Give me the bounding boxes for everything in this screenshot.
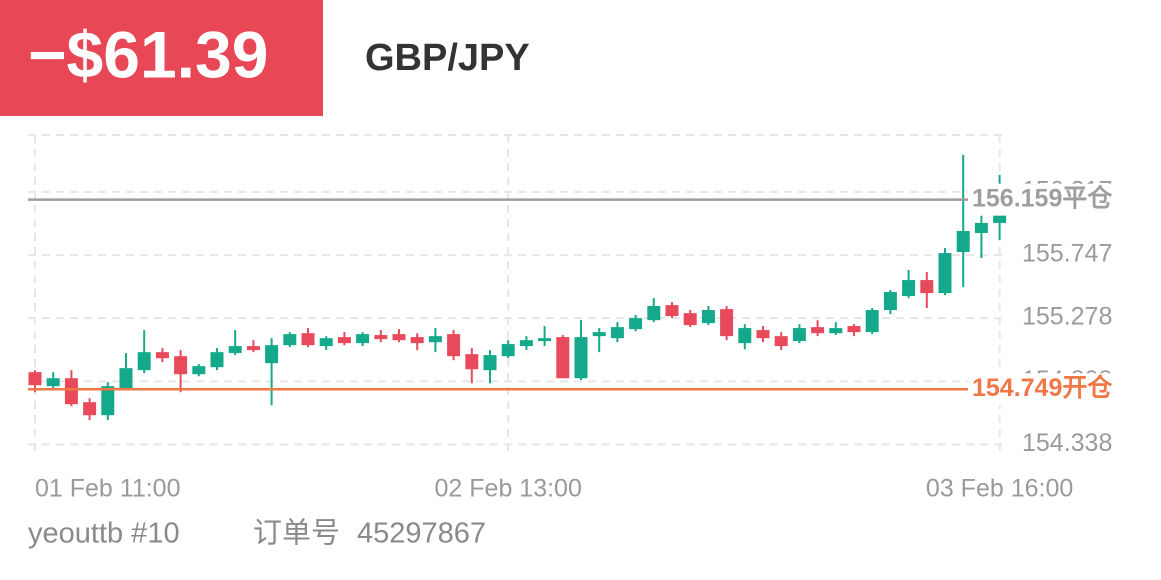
candle-body [883, 292, 897, 311]
candle-body [283, 334, 297, 346]
candle-body [538, 338, 552, 342]
candle-body [83, 402, 97, 416]
candle-body [64, 378, 78, 405]
candle-body [410, 337, 424, 344]
candle-body [483, 355, 497, 371]
candle-body [392, 334, 406, 341]
candle-body [447, 334, 461, 357]
candle-body [301, 333, 315, 346]
y-tick-label: 155.747 [1022, 240, 1112, 268]
candle-body [246, 346, 260, 351]
candle-body [629, 318, 643, 330]
candle-body [610, 327, 624, 339]
candle-body [556, 337, 570, 379]
order-number: 45297867 [357, 518, 486, 550]
order-label: 订单号 [253, 517, 340, 550]
x-tick-label: 03 Feb 16:00 [926, 475, 1073, 503]
candle-body [647, 306, 661, 321]
candle-body [792, 328, 806, 342]
symbol: GBP/JPY [365, 37, 530, 79]
candle-body [720, 309, 734, 337]
candle-body [210, 352, 224, 368]
candle-body [319, 338, 333, 347]
candle-body [938, 253, 952, 294]
y-tick-label: 155.278 [1022, 303, 1112, 331]
y-tick-label: 154.338 [1022, 429, 1112, 457]
price-line-label: 156.159平仓 [972, 183, 1113, 212]
candle-body [683, 313, 697, 326]
candle-body [155, 352, 169, 359]
candle-body [847, 326, 861, 333]
candle-body [665, 305, 679, 317]
candle-body [101, 386, 115, 416]
candle-body [501, 344, 515, 357]
candle-body [829, 328, 843, 334]
pnl-badge [0, 0, 323, 116]
candle-body [974, 222, 988, 234]
price-label-bg [968, 183, 1128, 216]
candle-body [174, 356, 188, 375]
candle-body [811, 327, 825, 334]
candle-body [902, 280, 916, 297]
account: yeouttb #10 [28, 518, 180, 550]
candle-body [465, 354, 479, 370]
candle-body [337, 337, 351, 344]
price-label-bg [968, 373, 1128, 406]
candle-body [920, 280, 934, 294]
candle-body [228, 346, 242, 354]
candle-body [756, 330, 770, 339]
price-line-label: 154.749开仓 [972, 373, 1113, 402]
candle-body [428, 336, 442, 343]
candle-body [701, 310, 715, 324]
candle-body [774, 336, 788, 347]
candle-body [993, 212, 1007, 223]
candle-body [119, 368, 133, 390]
candle-body [574, 337, 588, 379]
candle-body [956, 231, 970, 252]
candle-body [738, 328, 752, 344]
candle-body [28, 372, 42, 386]
x-tick-label: 01 Feb 11:00 [35, 475, 180, 503]
pnl-value: −$61.39 [28, 17, 268, 91]
candle-body [865, 310, 879, 333]
candle-body [265, 345, 279, 364]
candle-body [592, 332, 606, 337]
candle-body [192, 366, 206, 375]
candle-body [46, 378, 60, 387]
candle-body [356, 334, 370, 344]
x-tick-label: 02 Feb 13:00 [435, 475, 582, 503]
candle-body [137, 352, 151, 371]
candle-body [519, 340, 533, 347]
candle-body [374, 335, 388, 340]
